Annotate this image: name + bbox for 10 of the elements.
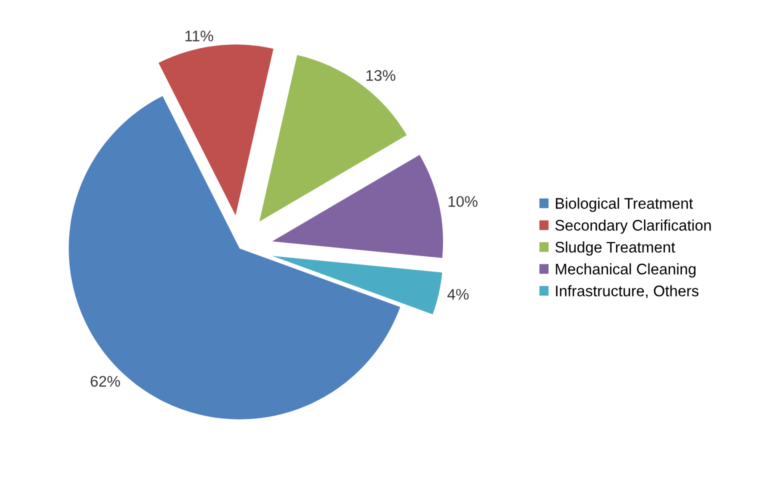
data-label: 4% — [447, 288, 469, 300]
legend-label: Secondary Clarification — [555, 220, 711, 234]
data-label: 10% — [448, 196, 478, 207]
legend-label: Mechanical Cleaning — [556, 263, 696, 278]
legend-label: Biological Treatment — [556, 198, 693, 212]
legend-label: Sludge Treatment — [555, 241, 676, 256]
data-label: 11% — [185, 30, 214, 42]
data-label: 13% — [366, 70, 396, 81]
data-label: 62% — [90, 376, 120, 387]
legend-label: Infrastructure, Others — [556, 285, 698, 298]
